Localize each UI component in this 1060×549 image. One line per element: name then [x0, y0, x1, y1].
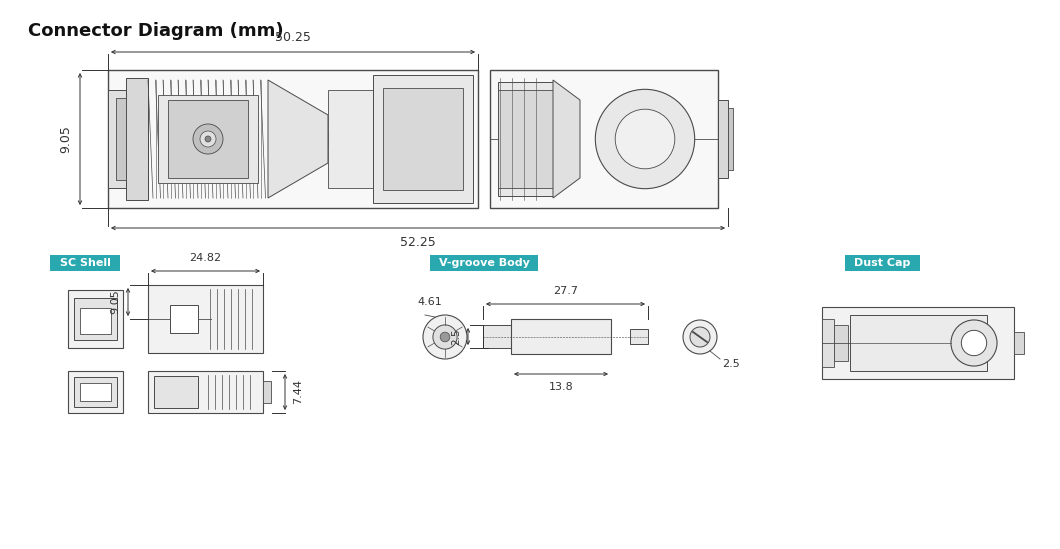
- Text: 9.05: 9.05: [59, 125, 72, 153]
- Bar: [80, 383, 111, 401]
- Text: 9.05: 9.05: [110, 290, 120, 315]
- Circle shape: [193, 124, 223, 154]
- Text: 27.7: 27.7: [553, 286, 578, 296]
- Bar: [850, 315, 987, 371]
- Bar: [50, 255, 120, 271]
- Bar: [630, 329, 648, 344]
- Bar: [68, 371, 123, 413]
- Circle shape: [432, 325, 457, 349]
- Bar: [108, 90, 126, 188]
- Circle shape: [683, 320, 717, 354]
- Circle shape: [440, 332, 449, 342]
- Text: Connector Diagram (mm): Connector Diagram (mm): [28, 22, 284, 40]
- Circle shape: [961, 330, 987, 356]
- Bar: [170, 305, 198, 333]
- Bar: [148, 285, 263, 353]
- Circle shape: [615, 109, 675, 169]
- Text: 7.44: 7.44: [293, 379, 303, 405]
- Bar: [383, 88, 463, 190]
- Bar: [74, 298, 117, 340]
- Bar: [80, 308, 111, 334]
- Bar: [68, 290, 123, 348]
- Bar: [822, 319, 834, 367]
- Bar: [822, 307, 1014, 379]
- Bar: [718, 100, 728, 178]
- Bar: [74, 377, 117, 407]
- Polygon shape: [553, 80, 580, 198]
- Circle shape: [423, 315, 467, 359]
- Bar: [728, 108, 734, 170]
- Bar: [373, 75, 473, 203]
- Bar: [158, 95, 258, 183]
- Text: 52.25: 52.25: [400, 236, 436, 249]
- Text: 13.8: 13.8: [549, 382, 573, 392]
- Bar: [116, 98, 126, 180]
- Bar: [845, 255, 920, 271]
- Bar: [328, 133, 408, 145]
- Text: Dust Cap: Dust Cap: [854, 258, 911, 268]
- Circle shape: [205, 136, 211, 142]
- Bar: [511, 319, 611, 354]
- Bar: [498, 90, 553, 188]
- Text: 2.5: 2.5: [722, 359, 740, 369]
- Bar: [483, 325, 511, 348]
- Bar: [430, 255, 538, 271]
- Bar: [328, 90, 388, 188]
- Circle shape: [200, 131, 216, 147]
- Bar: [126, 78, 148, 200]
- Bar: [154, 376, 198, 408]
- Text: V-groove Body: V-groove Body: [439, 258, 529, 268]
- Text: 4.61: 4.61: [417, 297, 442, 307]
- Bar: [167, 100, 248, 178]
- Bar: [263, 381, 271, 403]
- Text: 2.5: 2.5: [450, 328, 461, 345]
- Bar: [498, 82, 553, 196]
- Bar: [1014, 332, 1024, 354]
- Bar: [834, 325, 848, 361]
- Bar: [490, 70, 718, 208]
- Bar: [148, 371, 263, 413]
- Bar: [108, 70, 478, 208]
- Circle shape: [596, 89, 694, 189]
- Text: SC Shell: SC Shell: [59, 258, 110, 268]
- Circle shape: [690, 327, 710, 347]
- Circle shape: [951, 320, 997, 366]
- Text: 24.82: 24.82: [190, 253, 222, 263]
- Text: 50.25: 50.25: [275, 31, 311, 44]
- Polygon shape: [268, 80, 328, 198]
